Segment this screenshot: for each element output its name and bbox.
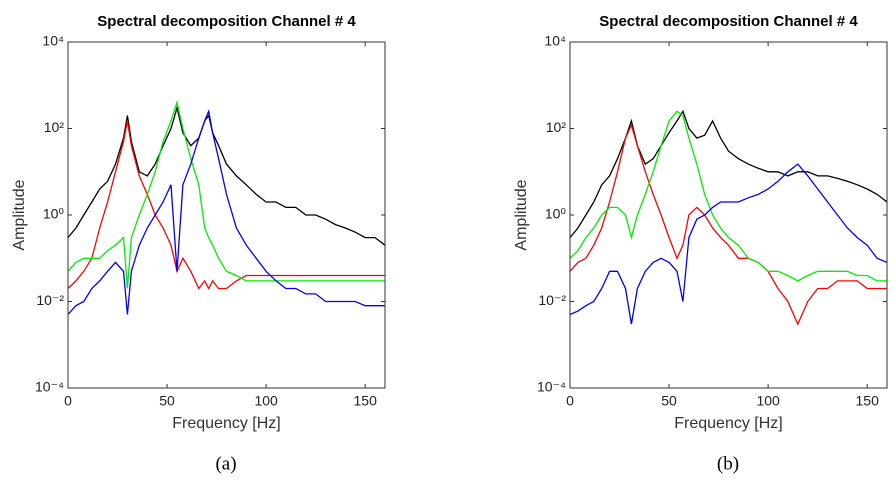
chart-title: Spectral decomposition Channel # 4 [97,13,356,30]
y-tick-label: 10⁴ [544,33,566,49]
y-tick-label: 10² [546,119,567,135]
series-line [570,109,887,239]
x-tick-label: 0 [64,393,72,409]
axes-box [569,41,888,389]
series-line [68,105,385,246]
series-line [570,110,887,282]
x-tick-label: 50 [661,393,677,409]
series-line [570,123,887,326]
series-line [68,109,385,315]
y-tick-label: 10⁻⁴ [537,379,566,395]
x-tick-label: 50 [159,393,175,409]
x-tick-label: 100 [254,393,278,409]
series-line [68,120,385,290]
x-tick-label: 100 [756,393,780,409]
y-axis-label: Amplitude [513,179,530,250]
series-line [68,100,385,289]
y-tick-label: 10⁰ [545,206,567,222]
chart-title: Spectral decomposition Channel # 4 [599,13,858,30]
y-tick-label: 10⁻² [36,292,64,308]
chart: Spectral decomposition Channel # 4 0 50 100… [513,13,888,474]
y-tick-label: 10⁴ [42,33,64,49]
caption: (b) [717,453,739,474]
x-axis-label: Frequency [Hz] [674,415,782,432]
caption: (a) [215,453,236,474]
x-tick-label: 0 [566,393,574,409]
x-axis-label: Frequency [Hz] [172,415,280,432]
axes-box [67,41,386,389]
chart: Spectral decomposition Channel # 4 0 50 100… [11,13,386,474]
y-axis-label: Amplitude [11,179,28,250]
y-tick-label: 10⁻⁴ [35,379,64,395]
series-line [570,163,887,325]
x-tick-label: 150 [354,393,378,409]
y-tick-label: 10⁰ [43,206,65,222]
y-tick-label: 10⁻² [538,292,566,308]
x-tick-label: 150 [856,393,880,409]
y-tick-label: 10² [44,119,65,135]
